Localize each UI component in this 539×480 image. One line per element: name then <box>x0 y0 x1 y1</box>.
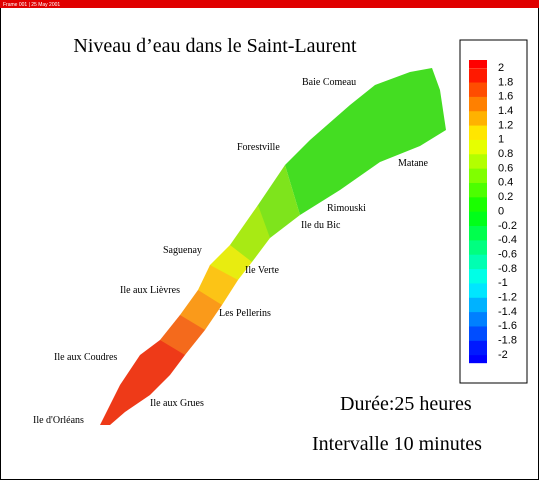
header-bar <box>0 0 539 8</box>
place-label: Ile du Bic <box>301 220 341 231</box>
place-label: Ile aux Coudres <box>54 352 117 363</box>
colorbar-label: -2 <box>498 349 508 361</box>
place-label: Baie Comeau <box>302 77 356 88</box>
place-label: Ile aux Lièvres <box>120 285 180 296</box>
colorbar-swatch <box>469 226 487 241</box>
interval: Intervalle 10 minutes <box>312 433 482 455</box>
colorbar-swatch <box>469 82 487 98</box>
colorbar-swatch <box>469 125 487 141</box>
colorbar-swatch <box>469 139 487 155</box>
colorbar-label: -1.8 <box>498 335 517 347</box>
colorbar-label: -0.8 <box>498 263 517 275</box>
colorbar-label: 1.6 <box>498 91 513 103</box>
colorbar-swatch <box>469 240 487 256</box>
colorbar-label: 0.2 <box>498 191 513 203</box>
colorbar-label: -1.2 <box>498 292 517 304</box>
colorbar-swatch <box>469 269 487 284</box>
colorbar-label: 0.8 <box>498 148 513 160</box>
colorbar-label: -1.4 <box>498 306 517 318</box>
colorbar-swatch <box>469 312 487 327</box>
colorbar-label: -0.2 <box>498 220 517 232</box>
colorbar-label: -1 <box>498 277 508 289</box>
colorbar-swatch <box>469 326 487 342</box>
place-label: Ile aux Grues <box>150 398 204 409</box>
colorbar-label: 0.6 <box>498 162 513 174</box>
title: Niveau d’eau dans le Saint-Laurent <box>73 35 357 57</box>
colorbar-label: -1.6 <box>498 320 517 332</box>
colorbar-label: 0 <box>498 205 504 217</box>
colorbar-label: -0.4 <box>498 234 517 246</box>
place-label: Les Pellerins <box>219 308 271 319</box>
colorbar-swatch <box>469 211 487 227</box>
colorbar-swatch <box>469 111 487 127</box>
colorbar-swatch <box>469 355 487 364</box>
region-green <box>285 68 446 215</box>
colorbar-label: 1.2 <box>498 119 513 131</box>
colorbar-label: 1.4 <box>498 105 513 117</box>
colorbar-swatch <box>469 297 487 313</box>
colorbar-label: 1 <box>498 134 504 146</box>
place-label: Ile d'Orléans <box>33 415 84 426</box>
colorbar-frame <box>459 39 528 384</box>
place-label: Forestville <box>237 142 280 153</box>
colorbar-swatch <box>469 340 487 356</box>
colorbar-label: 1.8 <box>498 76 513 88</box>
colorbar-swatch <box>469 60 487 68</box>
place-label: Ile Verte <box>245 265 280 276</box>
place-label: Matane <box>398 158 429 169</box>
colorbar-swatch <box>469 283 487 299</box>
colorbar-swatch <box>469 197 487 213</box>
colorbar-swatch <box>469 96 487 112</box>
colorbar-label: -0.6 <box>498 248 517 260</box>
place-label: Rimouski <box>327 203 366 214</box>
colorbar-label: 2 <box>498 62 504 74</box>
colorbar-label: 0.4 <box>498 177 513 189</box>
colorbar-swatch <box>469 68 487 84</box>
colorbar-swatch <box>469 154 487 170</box>
duration: Durée:25 heures <box>340 393 472 415</box>
colorbar-swatch <box>469 182 487 198</box>
colorbar-swatch <box>469 168 487 184</box>
colorbar-swatch <box>469 254 487 270</box>
estuary <box>100 68 446 425</box>
header-text: Frame 001 | 25 May 2001 <box>3 2 60 8</box>
place-label: Saguenay <box>163 245 202 256</box>
region-yellowgreen <box>225 205 270 262</box>
region-red <box>100 340 185 425</box>
